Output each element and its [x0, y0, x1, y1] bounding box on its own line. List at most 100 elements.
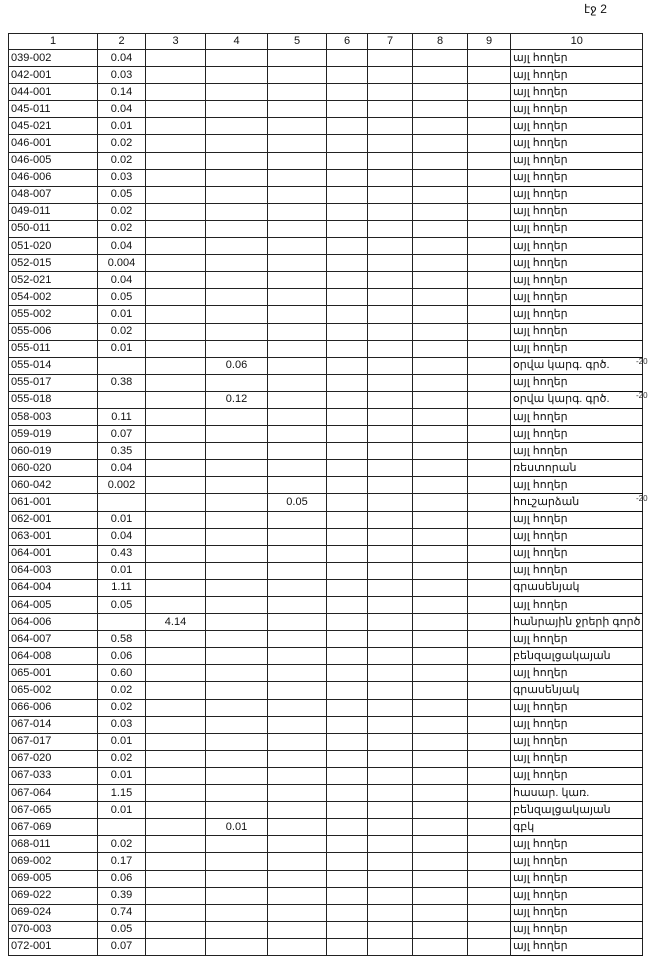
- land-use-cell: բենզալցակայան: [509, 647, 644, 666]
- value-cell-col5: [267, 664, 327, 683]
- column-header-5: 5: [267, 33, 327, 50]
- value-cell-col3: [145, 322, 206, 341]
- value-cell-col9: [467, 117, 511, 136]
- value-cell-col4: [205, 510, 268, 529]
- value-cell-col8: [412, 732, 468, 751]
- value-cell-col2: 0.03: [97, 66, 146, 85]
- value-cell-col9: [467, 202, 511, 221]
- value-cell-col7: [367, 903, 413, 922]
- value-cell-col8: [412, 134, 468, 153]
- value-cell-col8: [412, 766, 468, 786]
- land-use-cell: այլ հողեր: [509, 66, 644, 85]
- land-use-cell: բենզալցակայան: [509, 801, 644, 820]
- parcel-code-cell: 048-007: [8, 185, 98, 204]
- table-row: 070-003 0.05 այլ հողեր: [8, 920, 644, 939]
- value-cell-col7: [367, 117, 413, 136]
- value-cell-col4: [205, 561, 268, 580]
- value-cell-col9: [467, 784, 511, 803]
- value-cell-col2: 0.02: [97, 202, 146, 221]
- value-cell-col9: [467, 271, 511, 290]
- value-cell-col3: [145, 339, 206, 358]
- value-cell-col5: [267, 510, 327, 529]
- value-cell-col8: [412, 476, 468, 495]
- value-cell-col6: [326, 168, 368, 187]
- value-cell-col7: [367, 630, 413, 649]
- parcel-code-cell: 055-011: [8, 339, 98, 358]
- value-cell-col8: [412, 715, 468, 734]
- value-cell-col4: [205, 151, 268, 170]
- value-cell-col2: 0.01: [97, 339, 146, 358]
- table-row: 067-064 1.15 հասար. կառ.: [8, 784, 644, 803]
- value-cell-col6: [326, 356, 368, 375]
- value-cell-col6: [326, 322, 368, 341]
- parcel-code-cell: 042-001: [8, 66, 98, 85]
- value-cell-col6: [326, 339, 368, 358]
- value-cell-col5: [267, 903, 327, 922]
- table-row: 064-005 0.05 այլ հողեր: [8, 595, 644, 615]
- value-cell-col4: [205, 578, 268, 598]
- parcel-code-cell: 045-011: [8, 100, 98, 119]
- value-cell-col8: [412, 801, 468, 820]
- value-cell-col8: [412, 83, 468, 102]
- value-cell-col8: [412, 305, 468, 324]
- value-cell-col4: [205, 869, 268, 888]
- value-cell-col8: [412, 339, 468, 358]
- value-cell-col7: [367, 784, 413, 803]
- value-cell-col5: [267, 100, 327, 119]
- value-cell-col9: [467, 664, 511, 683]
- table-row: 067-014 0.03 այլ հողեր: [8, 715, 644, 734]
- value-cell-col5: [267, 544, 327, 563]
- value-cell-col7: [367, 869, 413, 888]
- land-use-cell: այլ հողեր: [509, 664, 644, 683]
- value-cell-col4: [205, 271, 268, 290]
- value-cell-col8: [412, 271, 468, 290]
- value-cell-col9: [467, 647, 511, 666]
- value-cell-col7: [367, 835, 413, 854]
- table-row: 072-001 0.07 այլ հողեր: [8, 937, 644, 956]
- value-cell-col6: [326, 219, 368, 239]
- value-cell-col4: [205, 407, 268, 427]
- value-cell-col5: [267, 288, 327, 307]
- value-cell-col2: 0.05: [97, 595, 146, 615]
- parcel-code-cell: 066-006: [8, 698, 98, 717]
- parcel-code-cell: 055-018: [8, 390, 98, 409]
- value-cell-col4: [205, 254, 268, 273]
- table-row: 044-001 0.14 այլ հողեր: [8, 83, 644, 102]
- table-row: 042-001 0.03 այլ հողեր: [8, 66, 644, 85]
- table-row: 067-065 0.01 բենզալցակայան: [8, 801, 644, 820]
- value-cell-col9: [467, 151, 511, 170]
- parcel-code-cell: 067-064: [8, 784, 98, 803]
- value-cell-col4: [205, 903, 268, 922]
- land-use-cell: այլ հողեր: [509, 630, 644, 649]
- parcel-code-cell: 052-021: [8, 271, 98, 290]
- value-cell-col5: [267, 749, 327, 768]
- value-cell-col5: [267, 630, 327, 649]
- value-cell-col2: 0.01: [97, 766, 146, 786]
- value-cell-col5: [267, 442, 327, 461]
- value-cell-col9: [467, 613, 511, 632]
- value-cell-col2: 0.74: [97, 903, 146, 922]
- value-cell-col6: [326, 801, 368, 820]
- table-row: 060-020 0.04 ռեստորան: [8, 459, 644, 478]
- table-row: 064-001 0.43 այլ հողեր: [8, 544, 644, 563]
- value-cell-col7: [367, 920, 413, 939]
- value-cell-col9: [467, 698, 511, 717]
- value-cell-col9: [467, 407, 511, 427]
- table-row: 055-011 0.01 այլ հողեր: [8, 339, 644, 358]
- value-cell-col8: [412, 237, 468, 256]
- land-use-cell: այլ հողեր: [509, 920, 644, 939]
- table-row: 052-015 0.004 այլ հողեր: [8, 254, 644, 273]
- value-cell-col8: [412, 390, 468, 409]
- value-cell-col9: [467, 442, 511, 461]
- value-cell-col4: [205, 749, 268, 768]
- land-use-cell: այլ հողեր: [509, 237, 644, 256]
- value-cell-col9: [467, 681, 511, 700]
- value-cell-col8: [412, 630, 468, 649]
- land-use-cell: այլ հողեր: [509, 527, 644, 546]
- value-cell-col3: [145, 766, 206, 786]
- value-cell-col9: [467, 459, 511, 478]
- value-cell-col8: [412, 510, 468, 529]
- table-row: 048-007 0.05 այլ հողեր: [8, 185, 644, 204]
- value-cell-col2: 0.03: [97, 168, 146, 187]
- value-cell-col5: [267, 578, 327, 598]
